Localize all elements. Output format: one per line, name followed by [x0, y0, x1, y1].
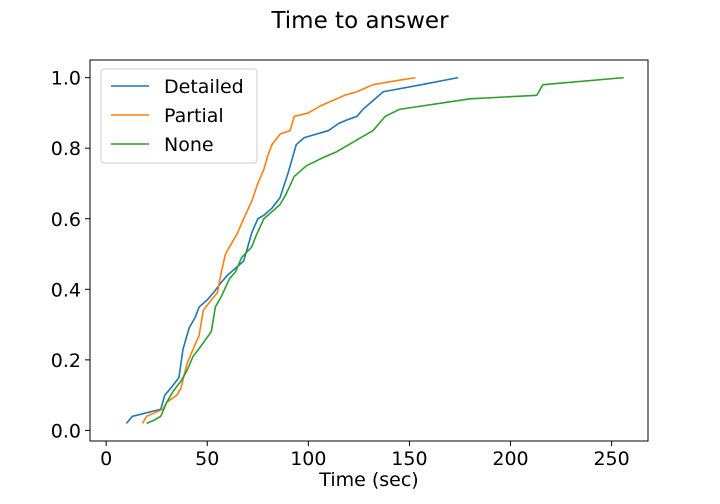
legend-label-partial: Partial — [164, 105, 224, 127]
y-tick-label: 1.0 — [51, 68, 81, 90]
legend-label-detailed: Detailed — [164, 76, 244, 98]
x-tick-label: 250 — [593, 448, 629, 470]
x-axis-label: Time (sec) — [318, 469, 418, 491]
axes-frame — [89, 59, 649, 442]
x-tick-label: 200 — [492, 448, 528, 470]
x-tick-label: 100 — [290, 448, 326, 470]
legend-box — [100, 68, 258, 164]
chart-title: Time to answer — [270, 8, 449, 34]
y-tick-label: 0.2 — [51, 350, 81, 372]
y-tick-label: 0.6 — [51, 209, 81, 231]
axes: 0 50 100 150 200 250 0.0 0.2 0.4 0.6 0.8 1.0 — [51, 59, 649, 470]
series-line-partial — [141, 76, 416, 424]
x-tick-label: 0 — [100, 448, 112, 470]
y-tick-label: 0.0 — [51, 420, 81, 442]
legend: Detailed Partial None — [100, 68, 258, 164]
plot-area — [125, 76, 624, 425]
legend-label-none: None — [164, 134, 214, 156]
x-tick-label: 150 — [391, 448, 427, 470]
series-line-none — [146, 76, 624, 425]
x-tick-label: 50 — [195, 448, 219, 470]
y-tick-label: 0.4 — [51, 279, 81, 301]
series-line-detailed — [125, 76, 459, 424]
y-tick-label: 0.8 — [51, 138, 81, 160]
